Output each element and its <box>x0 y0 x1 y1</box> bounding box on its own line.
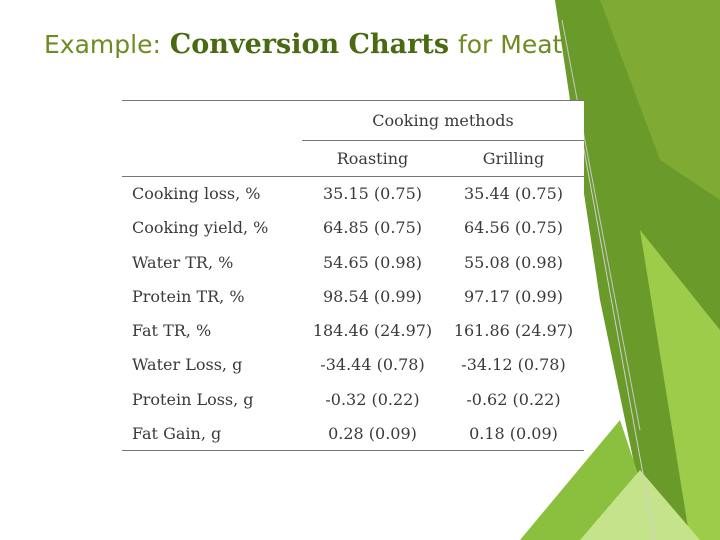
cell-roasting: 64.85 (0.75) <box>323 218 422 238</box>
row-label: Protein TR, % <box>132 286 245 306</box>
table-group-header-row: Cooking methods <box>122 100 584 141</box>
cell-roasting: 35.15 (0.75) <box>323 184 422 204</box>
column-header-grilling: Grilling <box>443 140 584 177</box>
table-group-header: Cooking methods <box>302 100 584 141</box>
table-row: Cooking loss, % 35.15 (0.75) 35.44 (0.75) <box>122 177 584 211</box>
title-prefix: Example: <box>44 30 161 59</box>
column-header-roasting: Roasting <box>302 140 443 177</box>
table-row: Cooking yield, % 64.85 (0.75) 64.56 (0.75) <box>122 211 584 245</box>
cell-grilling: 161.86 (24.97) <box>453 321 574 341</box>
cell-grilling: 55.08 (0.98) <box>464 252 563 272</box>
conversion-table-image: Cooking methods Roasting Grilling Cookin… <box>122 100 584 456</box>
row-label: Protein Loss, g <box>132 389 254 409</box>
cell-grilling: -0.62 (0.22) <box>466 389 561 409</box>
table-row: Protein TR, % 98.54 (0.99) 97.17 (0.99) <box>122 279 584 313</box>
facet-bottom-pale <box>580 470 700 540</box>
row-label: Fat Gain, g <box>122 416 302 452</box>
row-label: Water TR, % <box>132 252 234 272</box>
table-row: Fat TR, % 184.46 (24.97) 161.86 (24.97) <box>122 314 584 348</box>
cell-grilling: 64.56 (0.75) <box>464 218 563 238</box>
cell-roasting: 54.65 (0.98) <box>323 252 422 272</box>
slide-title: Example: Conversion Charts for Meat <box>44 24 562 64</box>
row-label: Fat TR, % <box>132 321 212 341</box>
title-suffix: for Meat <box>457 30 563 59</box>
facet-edge-line-2 <box>574 99 656 540</box>
cell-roasting: -34.44 (0.78) <box>320 355 425 375</box>
table-row: Protein Loss, g -0.32 (0.22) -0.62 (0.22) <box>122 382 584 416</box>
cell-grilling: 35.44 (0.75) <box>464 184 563 204</box>
row-label: Water Loss, g <box>132 355 243 375</box>
title-emphasis: Conversion Charts <box>169 29 450 60</box>
facet-light-right <box>640 230 720 540</box>
cell-grilling: -34.12 (0.78) <box>461 355 566 375</box>
table-row: Fat Gain, g 0.28 (0.09) 0.18 (0.09) <box>122 416 584 452</box>
row-label: Cooking loss, % <box>132 184 261 204</box>
table-row: Water Loss, g -34.44 (0.78) -34.12 (0.78) <box>122 348 584 382</box>
cell-grilling: 97.17 (0.99) <box>464 286 563 306</box>
table-row: Water TR, % 54.65 (0.98) 55.08 (0.98) <box>122 245 584 279</box>
cell-roasting: 98.54 (0.99) <box>323 286 422 306</box>
table-stub-subheader <box>122 140 302 177</box>
conversion-table: Cooking methods Roasting Grilling Cookin… <box>122 100 584 452</box>
row-label: Cooking yield, % <box>132 218 269 238</box>
table-column-header-row: Roasting Grilling <box>122 140 584 177</box>
cell-roasting: 184.46 (24.97) <box>312 321 433 341</box>
facet-edge-line <box>561 19 641 431</box>
table-body: Cooking loss, % 35.15 (0.75) 35.44 (0.75) C… <box>122 177 584 452</box>
cell-roasting: 0.28 (0.09) <box>302 416 443 452</box>
facet-mid <box>600 0 720 200</box>
table-stub-header <box>122 100 302 141</box>
cell-roasting: -0.32 (0.22) <box>325 389 420 409</box>
cell-grilling: 0.18 (0.09) <box>443 416 584 452</box>
